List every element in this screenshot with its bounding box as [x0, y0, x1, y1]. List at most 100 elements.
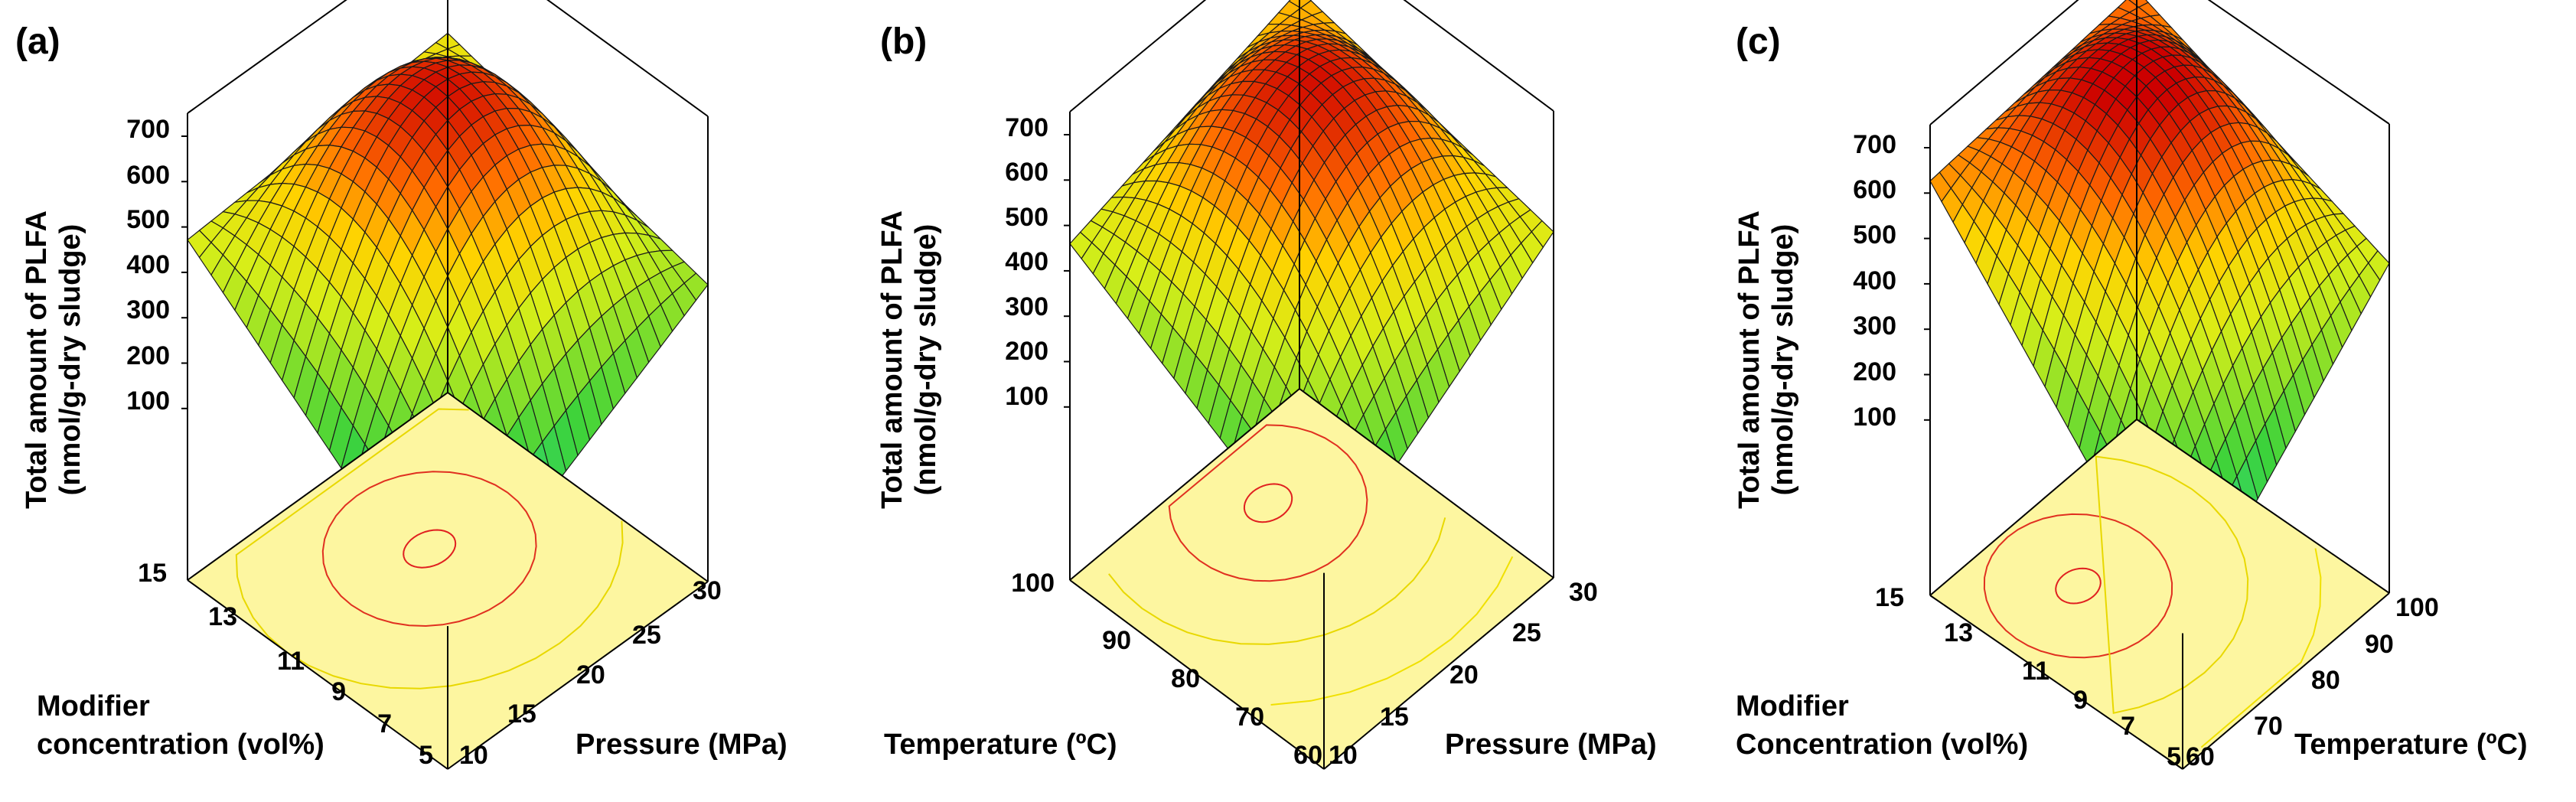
- panel-c-right-axis: [2182, 592, 2390, 770]
- panel-c-contour-line: [2095, 455, 2249, 715]
- panel-c-left-label-line2: Concentration (vol%): [1736, 729, 2028, 761]
- panel-c-left-tick: 15: [1875, 583, 1904, 612]
- panel-c-zlabel-line2: (nmol/g-dry sludge): [1767, 224, 1799, 496]
- panel-c-right-tick: 60: [2186, 742, 2215, 771]
- panel-a-box: [181, 0, 709, 770]
- panel-b-ztick: 600: [1005, 158, 1048, 187]
- panel-b-surface: [1069, 0, 1554, 574]
- panel-c-box-edge: [2207, 0, 2390, 125]
- panel-a-left-tick: 9: [331, 677, 346, 706]
- panel-b-right-tick: 10: [1329, 741, 1358, 770]
- panel-c-right-tick: 70: [2254, 712, 2283, 741]
- panel-b-box-edge: [1069, 388, 1300, 581]
- panel-b-ztick: 100: [1005, 382, 1048, 411]
- panel-a-left-tick: 15: [138, 559, 167, 588]
- panel-b-contour-line: [1108, 517, 1446, 645]
- panel-a-box-edge: [187, 0, 347, 114]
- panel-a-ztick: 300: [126, 295, 170, 324]
- panel-a-contour-line: [321, 471, 537, 628]
- panel-b-ztick: 300: [1005, 292, 1048, 321]
- panel-b-right-tick: 30: [1569, 578, 1598, 607]
- panel-b-right-label: Pressure (MPa): [1445, 729, 1657, 761]
- panel-b: (b) Total amount of PLFA (nmol/g-dry slu…: [876, 0, 1657, 770]
- panel-a-left-tick: 5: [419, 741, 433, 770]
- panel-c-right-tick: 100: [2395, 593, 2439, 622]
- panel-a-right-axis: [447, 581, 709, 770]
- panel-c-contour-line: [2200, 548, 2322, 748]
- panel-b-contour-line: [1168, 424, 1368, 582]
- panel-b-ztick: 700: [1005, 113, 1048, 142]
- panel-b-box-edge: [1069, 0, 1207, 112]
- panel-a-left-label-line2: concentration (vol%): [37, 729, 324, 761]
- panel-b-box: [1064, 0, 1554, 770]
- panel-c-ztick: 500: [1853, 220, 1896, 249]
- panel-c-right-tick: 90: [2365, 630, 2394, 659]
- panel-b-contour-line: [1243, 483, 1293, 523]
- panel-a-box-edge: [546, 0, 709, 117]
- panel-b-left-tick: 100: [1011, 569, 1055, 598]
- panel-c-right-label: Temperature (ºC): [2294, 729, 2528, 761]
- panel-b-zlabel-line2: (nmol/g-dry sludge): [910, 224, 942, 496]
- panel-b-zlabel-line1: Total amount of PLFA: [876, 210, 908, 509]
- panel-a-ztick: 400: [126, 250, 170, 279]
- panel-a-left-tick: 13: [208, 602, 237, 631]
- panel-c-left-axis: [1929, 595, 2183, 770]
- panel-b-left-tick: 90: [1102, 626, 1131, 655]
- panel-b-left-label: Temperature (ºC): [884, 729, 1117, 761]
- panel-a-ztick: 500: [126, 205, 170, 234]
- panel-a-ztick: 700: [126, 115, 170, 144]
- panel-c-left-tick: 5: [2167, 742, 2181, 771]
- panel-a-contour-line: [403, 529, 457, 569]
- panel-b-right-tick: 15: [1380, 703, 1409, 732]
- panel-b-box-edge: [1299, 388, 1554, 579]
- panel-c-contour-line: [2055, 567, 2102, 605]
- panel-c-ztick: 300: [1853, 311, 1896, 341]
- panel-c-box-edge: [2136, 419, 2390, 594]
- panel-c-floor-plane: [1930, 419, 2389, 769]
- panel-b-floor: [1070, 389, 1554, 769]
- panel-c-zlabel-line1: Total amount of PLFA: [1733, 210, 1766, 509]
- panel-c-left-tick: 11: [2022, 657, 2049, 686]
- panel-a-label: (a): [15, 21, 60, 62]
- panel-c-label: (c): [1736, 21, 1781, 62]
- panel-b-ztick: 500: [1005, 203, 1048, 232]
- panel-c-ztick: 600: [1853, 175, 1896, 204]
- panel-a-right-label: Pressure (MPa): [576, 729, 787, 761]
- panel-b-label: (b): [880, 21, 927, 62]
- panel-c-floor: [1930, 419, 2389, 769]
- panel-a-box-edge: [447, 392, 709, 582]
- panel-a-surface: [187, 32, 709, 628]
- panel-a-box-edge: [187, 392, 448, 581]
- panel-a-left-tick: 11: [277, 647, 305, 676]
- panel-b-floor-plane: [1070, 389, 1554, 769]
- panel-a-ztick: 200: [126, 341, 170, 370]
- panel-a-right-tick: 10: [459, 741, 488, 770]
- panel-a-left-tick: 7: [377, 709, 392, 738]
- panel-c-right-tick: 80: [2311, 666, 2340, 695]
- panel-b-ztick: 400: [1005, 247, 1048, 276]
- panel-a-left-label-line1: Modifier: [37, 690, 150, 722]
- panel-b-ztick: 200: [1005, 337, 1048, 366]
- panel-b-left-axis: [1069, 579, 1325, 770]
- panel-b-right-axis: [1323, 577, 1554, 770]
- panel-c-contour-line: [1983, 513, 2173, 659]
- panel-c-ztick: 400: [1853, 266, 1896, 295]
- panel-c-ztick: 100: [1853, 403, 1896, 432]
- panel-c-left-tick: 13: [1944, 618, 1973, 647]
- panel-a-right-tick: 25: [632, 621, 661, 650]
- panel-c-left-tick: 9: [2073, 686, 2088, 715]
- panel-c-left-tick: 7: [2121, 712, 2135, 741]
- panel-a-contour-line: [235, 408, 624, 690]
- panel-a-right-tick: 20: [576, 660, 605, 690]
- panel-c-ztick: 200: [1853, 357, 1896, 386]
- panel-b-right-tick: 20: [1449, 660, 1479, 690]
- panel-a-right-tick: 30: [693, 576, 722, 605]
- panel-a-ztick: 100: [126, 386, 170, 416]
- panel-c-left-label-line1: Modifier: [1736, 690, 1849, 722]
- panel-a-zlabel-line1: Total amount of PLFA: [21, 210, 53, 509]
- panel-a-right-tick: 15: [507, 699, 536, 729]
- panel-b-right-tick: 25: [1512, 618, 1541, 647]
- panel-a-left-axis: [187, 579, 448, 770]
- panel-b-box-edge: [1403, 0, 1554, 112]
